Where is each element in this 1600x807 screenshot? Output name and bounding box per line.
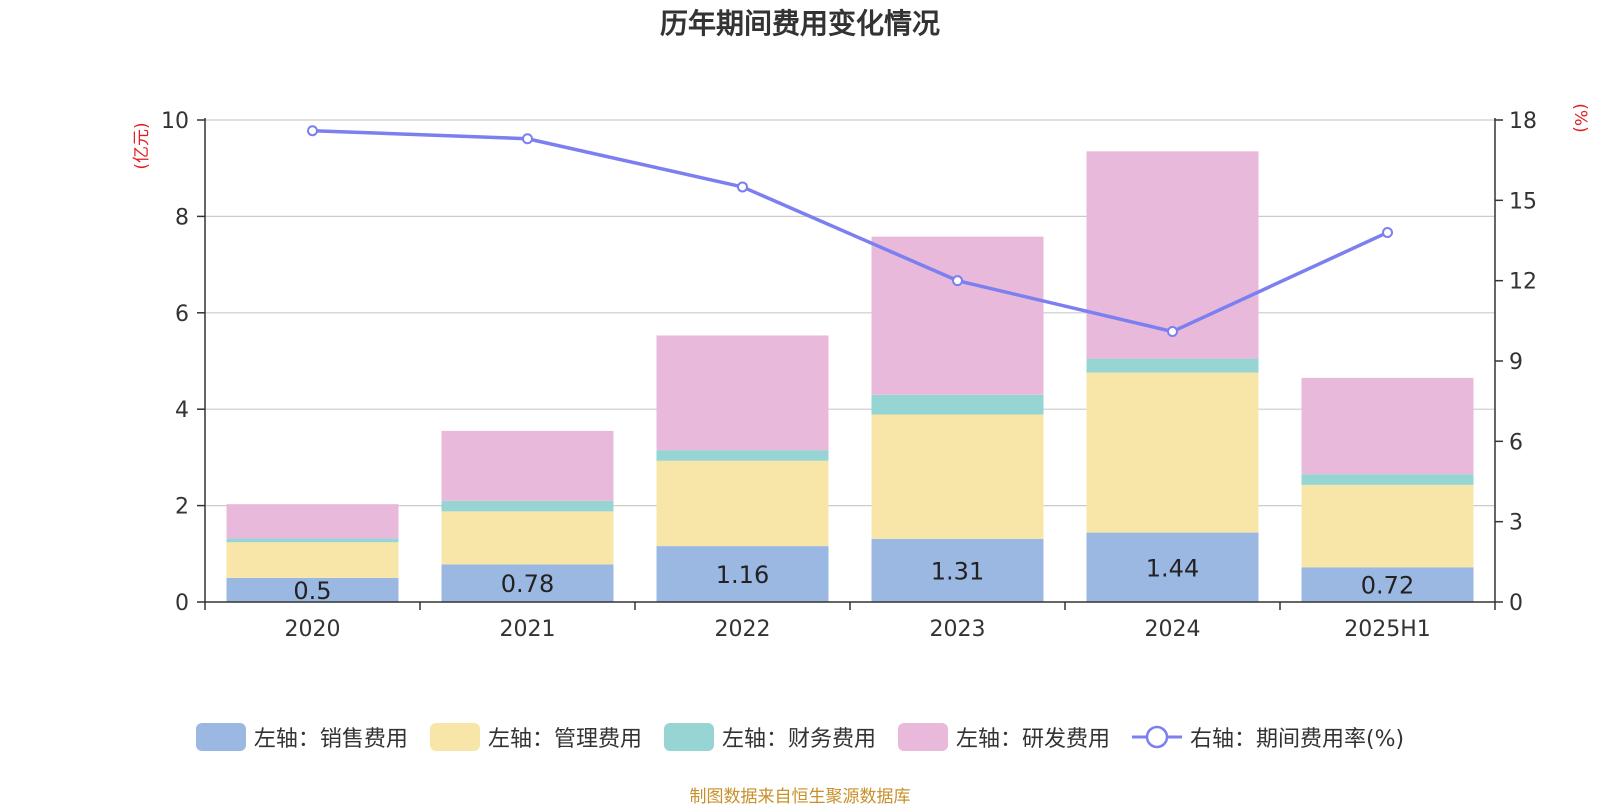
bar-segment-finance: [441, 500, 614, 512]
expense-rate-point: [307, 125, 318, 137]
bar-segment-rnd: [656, 335, 829, 451]
legend-item-finance[interactable]: 左轴：财务费用: [663, 721, 876, 753]
right-axis-tick-label: 6: [1509, 430, 1523, 455]
left-axis-tick-label: 6: [175, 302, 189, 327]
expense-rate-line: [307, 125, 1393, 338]
bar-segment-rnd: [1086, 151, 1259, 359]
bar-data-label: 0.78: [501, 570, 554, 598]
legend-line-icon: [1131, 725, 1182, 749]
bar-segment-admin: [1301, 484, 1474, 568]
expense-rate-point: [952, 275, 963, 287]
x-axis-category-label: 2020: [285, 617, 341, 642]
bar-stacks: [226, 151, 1474, 602]
bar-segment-admin: [441, 511, 614, 565]
right-axis-tick-label: 3: [1509, 511, 1523, 536]
bar-segment-finance: [1086, 358, 1259, 373]
legend-swatch-finance: [663, 723, 714, 751]
left-axis-tick-label: 0: [175, 591, 189, 616]
bar-segment-admin: [871, 414, 1044, 539]
legend-swatch-sales: [195, 723, 246, 751]
bar-segment-admin: [226, 542, 399, 578]
source-note: 制图数据来自恒生聚源数据库: [689, 787, 911, 807]
x-axis-category-label: 2024: [1145, 617, 1201, 642]
right-axis-tick-label: 15: [1509, 189, 1537, 214]
x-axis-category-label: 2022: [715, 617, 771, 642]
bar-segment-rnd: [1301, 377, 1474, 475]
bar-segment-finance: [1301, 474, 1474, 485]
legend: 左轴：销售费用 左轴：管理费用 左轴：财务费用 左轴：研发费用 右轴：期间费用率…: [0, 720, 1600, 754]
bar-segment-rnd: [226, 504, 399, 539]
legend-item-sales[interactable]: 左轴：销售费用: [195, 721, 408, 753]
bar-segment-finance: [656, 450, 829, 461]
left-axis-tick-label: 8: [175, 205, 189, 230]
axes: 0 2 4 6 8 10 0 3 6 9 12 15 18 2020 2021 2022 2023 2024 202…: [132, 103, 1590, 642]
grid-lines: [205, 119, 1495, 507]
bar-segment-finance: [871, 394, 1044, 415]
bar-segment-finance: [226, 538, 399, 543]
bar-segment-sales: [226, 577, 399, 602]
right-axis-tick-label: 18: [1509, 109, 1537, 134]
bar-segment-sales: [441, 564, 614, 602]
left-axis-tick-label: 4: [175, 398, 189, 423]
right-axis-tick-label: 12: [1509, 270, 1537, 295]
legend-swatch-admin: [429, 723, 480, 751]
expense-rate-point: [522, 133, 533, 145]
bar-segment-admin: [1086, 372, 1259, 533]
bar-data-label: 0.5: [293, 577, 331, 605]
legend-label-sales: 左轴：销售费用: [253, 727, 408, 752]
right-axis-tick-label: 9: [1509, 350, 1523, 375]
bar-segment-rnd: [871, 236, 1044, 395]
x-axis-category-label: 2023: [930, 617, 986, 642]
bar-data-label: 0.72: [1361, 572, 1414, 600]
data-labels: 0.5 0.78 1.16 1.31 1.44 0.72: [293, 554, 1414, 605]
legend-label-finance: 左轴：财务费用: [721, 727, 876, 752]
left-axis-tick-label: 2: [175, 495, 189, 520]
x-axis-category-label: 2021: [500, 617, 556, 642]
bar-segment-rnd: [441, 430, 614, 501]
bar-segment-sales: [1301, 567, 1474, 602]
bar-data-label: 1.16: [716, 561, 769, 589]
left-axis-unit-label: (亿元): [132, 122, 152, 169]
legend-item-admin[interactable]: 左轴：管理费用: [429, 721, 642, 753]
legend-label-rnd: 左轴：研发费用: [955, 727, 1110, 752]
legend-swatch-rnd: [897, 723, 948, 751]
right-axis-tick-label: 0: [1509, 591, 1523, 616]
legend-item-rnd[interactable]: 左轴：研发费用: [897, 721, 1110, 753]
expense-rate-point: [1382, 226, 1393, 238]
bar-segment-sales: [1086, 532, 1259, 602]
left-axis-tick-label: 10: [161, 109, 189, 134]
x-axis-category-label: 2025H1: [1344, 617, 1431, 642]
bar-data-label: 1.44: [1146, 554, 1199, 582]
chart-title: 历年期间费用变化情况: [659, 7, 940, 40]
expense-rate-point: [1167, 326, 1178, 338]
legend-item-rate[interactable]: 右轴：期间费用率(%): [1131, 721, 1405, 753]
legend-label-admin: 左轴：管理费用: [487, 727, 642, 752]
bar-segment-sales: [656, 546, 829, 602]
bar-segment-admin: [656, 460, 829, 547]
expense-rate-polyline: [312, 128, 1389, 334]
right-axis-unit-label: (%): [1570, 103, 1590, 132]
legend-label-rate: 右轴：期间费用率(%): [1189, 727, 1405, 752]
expense-rate-point: [737, 181, 748, 193]
bar-segment-sales: [871, 538, 1044, 602]
bar-data-label: 1.31: [931, 557, 984, 585]
